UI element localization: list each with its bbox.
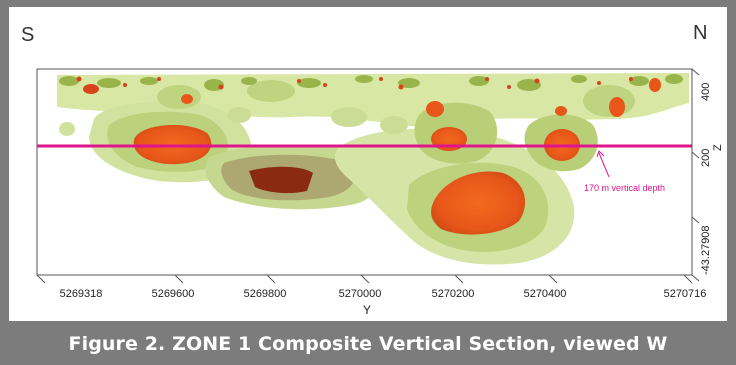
shell-upper-a xyxy=(157,85,201,109)
y-tick-6: 5270400 xyxy=(524,288,567,300)
near-surface-red-specks xyxy=(76,76,633,90)
y-tick-4: 5270000 xyxy=(339,288,382,300)
core-small-b xyxy=(609,97,625,117)
y-tick-5: 5270200 xyxy=(432,288,475,300)
shell-upper-d xyxy=(380,116,408,134)
shell-upper-e xyxy=(227,107,251,123)
depth-annotation-label: 170 m vertical depth xyxy=(584,183,665,193)
y-axis-label: Y xyxy=(363,303,371,317)
shell-small-west xyxy=(59,122,75,136)
z-tick-min: -43.27908 xyxy=(700,225,712,275)
z-axis: 400 200 -43.27908 Z xyxy=(691,68,724,282)
core-north-large xyxy=(431,171,526,235)
y-tick-1: 5269318 xyxy=(60,288,103,300)
shell-far-north xyxy=(583,85,635,117)
compass-north-label: N xyxy=(693,22,707,44)
shell-upper-b xyxy=(247,80,295,102)
section-panel: S N xyxy=(9,7,727,321)
figure-caption: Figure 2. ZONE 1 Composite Vertical Sect… xyxy=(9,323,727,365)
core-small-c xyxy=(649,78,661,92)
core-small-a xyxy=(426,101,444,117)
vertical-section-diagram: S N xyxy=(21,22,724,317)
z-axis-label: Z xyxy=(712,144,724,151)
depth-annotation-leader xyxy=(598,152,610,178)
y-tick-3: 5269800 xyxy=(244,288,287,300)
depth-annotation-arrowhead xyxy=(596,150,605,158)
y-tick-2: 5269600 xyxy=(152,288,195,300)
shell-upper-c xyxy=(331,107,367,127)
z-tick-200: 200 xyxy=(700,149,712,167)
z-tick-400: 400 xyxy=(700,83,712,101)
core-small-e xyxy=(83,84,99,94)
core-small-f xyxy=(555,106,567,116)
y-axis: 5269318 5269600 5269800 5270000 5270200 … xyxy=(36,274,707,317)
grade-shells xyxy=(57,73,689,265)
core-central xyxy=(249,166,313,194)
core-small-d xyxy=(181,94,193,104)
compass-south-label: S xyxy=(21,24,34,46)
y-tick-7: 5270716 xyxy=(664,288,707,300)
near-surface-speckle xyxy=(59,74,683,91)
